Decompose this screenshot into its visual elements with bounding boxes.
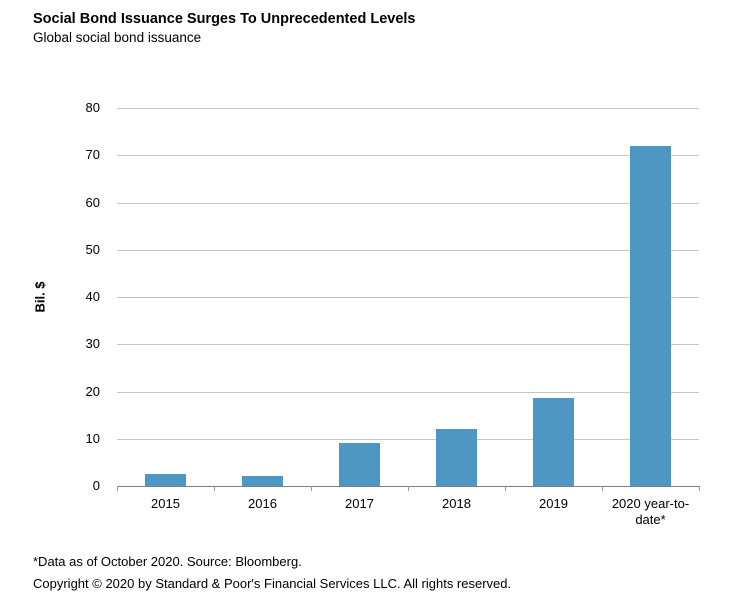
x-axis-tick	[602, 486, 603, 491]
chart-subtitle: Global social bond issuance	[33, 30, 202, 45]
y-tick-label: 70	[85, 147, 100, 163]
gridline-60	[117, 202, 699, 204]
gridline-70	[117, 155, 699, 157]
x-tick-label: 2017	[345, 496, 374, 511]
bar-2020	[630, 146, 671, 486]
chart-header: Social Bond Issuance Surges To Unprecede…	[33, 10, 415, 47]
gridline-40	[117, 297, 699, 298]
bar-2017	[339, 443, 380, 486]
bar-2015	[145, 474, 186, 486]
y-tick-label: 20	[85, 383, 100, 399]
bar-2019	[533, 398, 574, 486]
x-axis-tick	[311, 486, 312, 491]
x-axis-tick	[117, 486, 118, 491]
chart-footer: *Data as of October 2020. Source: Bloomb…	[33, 551, 511, 594]
x-axis-tick	[214, 486, 215, 491]
y-tick-label: 0	[92, 478, 100, 493]
x-tick-label: 2016	[248, 496, 277, 511]
gridline-30	[117, 344, 699, 346]
y-tick-label: 40	[85, 289, 100, 304]
y-tick-label: 80	[85, 100, 100, 115]
gridline-10	[117, 438, 699, 440]
copyright: Copyright © 2020 by Standard & Poor's Fi…	[33, 575, 512, 591]
gridline-80	[117, 108, 699, 109]
y-tick-label: 30	[85, 336, 100, 352]
x-axis-tick	[505, 486, 506, 491]
y-tick-label: 50	[85, 241, 100, 257]
y-tick-label: 60	[85, 194, 100, 210]
bar-2018	[436, 429, 477, 486]
x-tick-label: 2020 year-to-date*	[611, 496, 690, 527]
x-tick-label: 2018	[442, 496, 471, 511]
chart-title: Social Bond Issuance Surges To Unprecede…	[33, 11, 416, 27]
x-tick-label: 2015	[151, 496, 180, 511]
x-axis-tick	[408, 486, 409, 491]
bar-2016	[242, 475, 283, 486]
x-axis-tick	[699, 486, 700, 491]
y-axis-title: Bil. $	[32, 281, 48, 313]
y-tick-label: 10	[85, 430, 100, 446]
x-tick-label: 2019	[539, 496, 568, 511]
gridline-20	[117, 391, 699, 393]
footnote: *Data as of October 2020. Source: Bloomb…	[33, 554, 302, 569]
gridline-50	[117, 249, 699, 251]
